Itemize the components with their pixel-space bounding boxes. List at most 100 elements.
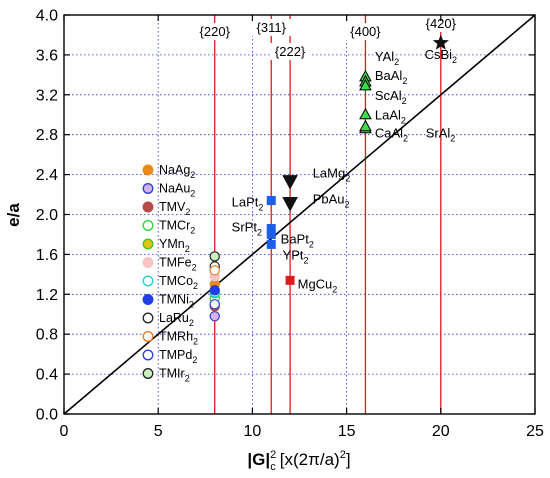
reflection-label-bg [194, 23, 235, 40]
legend-item: TMCo2 [142, 274, 198, 291]
x-tick-label: 15 [338, 423, 356, 440]
x-tick-label: 0 [60, 423, 69, 440]
legend-label: TMV2 [159, 200, 190, 217]
y-tick-label: 0.4 [36, 367, 58, 384]
reflection-label: {222} [275, 44, 306, 59]
legend-marker [142, 257, 154, 268]
reflection-label: {311} [257, 20, 287, 35]
data-points [209, 34, 449, 322]
point-label: SrPt2 [232, 219, 262, 237]
axis-ticks: 0 5 10 15 20 25 0.0 0.4 0.8 1.2 1.6 2.0 2.4 2.8 3.2 3.6… [36, 8, 544, 441]
legend-marker [142, 349, 154, 361]
point-label: SrAl2 [426, 126, 456, 144]
legend-marker [142, 220, 154, 231]
y-tick-label: 2.4 [36, 167, 58, 184]
legend-label: TMCr2 [159, 219, 195, 236]
y-tick-label: 0.0 [36, 407, 58, 424]
x-tick-label: 10 [244, 423, 262, 440]
legend-item: LaRu2 [142, 311, 194, 328]
legend-label: LaRu2 [159, 311, 194, 328]
point-label: LaAl2 [375, 108, 406, 126]
legend-marker [142, 331, 154, 342]
legend-marker [142, 201, 154, 213]
legend-item: TMCr2 [142, 219, 195, 236]
point-tmpd2 [209, 299, 220, 310]
point-label: CaAl2 [375, 126, 408, 144]
point-label: CsBi2 [425, 47, 457, 65]
diagonal-line-path [63, 14, 536, 415]
legend-item: TMIr2 [142, 367, 190, 384]
point-ypt2 [266, 239, 276, 249]
point-label: BaPt2 [281, 231, 314, 249]
y-tick-label: 1.2 [36, 287, 58, 304]
point-lamg2 [282, 175, 298, 190]
legend-marker [142, 312, 154, 324]
point-csbi2 [432, 34, 449, 50]
legend-label: TMIr2 [159, 367, 190, 384]
legend-item: TMNi2 [142, 293, 194, 310]
reflection-label-bg [420, 15, 461, 32]
reflection-label-bg [270, 43, 311, 60]
legend-label: YMn2 [159, 237, 190, 254]
x-tick-label: 5 [154, 423, 163, 440]
legend-marker [142, 238, 154, 250]
reflection-label-bg [251, 19, 292, 36]
point-laal2 [359, 107, 372, 120]
reflection-lines: {220} {311} {222} {400} {420} [194, 15, 461, 414]
point-sral2 [359, 119, 372, 132]
y-tick-label: 0.8 [36, 327, 58, 344]
legend-marker [142, 183, 154, 194]
x-tick-label: 25 [526, 423, 544, 440]
legend-item: TMRh2 [142, 330, 198, 347]
reflection-label: {220} [200, 24, 231, 39]
point-label: ScAl2 [375, 88, 407, 106]
point-label: YAl2 [375, 49, 399, 67]
y-tick-label: 3.6 [36, 47, 58, 64]
legend-item: TMPd2 [142, 348, 197, 365]
legend-label: TMNi2 [159, 293, 194, 310]
legend-label: TMCo2 [159, 274, 198, 291]
reflection-label-bg [345, 23, 386, 40]
legend-item: NaAu2 [142, 182, 195, 199]
legend-item: NaAg2 [142, 163, 195, 180]
point-naau2 [209, 311, 220, 322]
point-tmir2 [209, 251, 220, 262]
point-label: BaAl2 [375, 68, 407, 86]
legend-item: TMV2 [142, 200, 190, 217]
point-label: LaPt2 [232, 195, 264, 213]
point-lapt2 [266, 196, 276, 206]
point-label: LaMg2 [313, 166, 351, 184]
y-tick-label: 2.8 [36, 127, 58, 144]
y-tick-label: 1.6 [36, 247, 58, 264]
y-tick-label: 2.0 [36, 207, 58, 224]
point-tmni2 [209, 285, 220, 296]
point-mgcu2 [285, 275, 295, 285]
legend-item: TMFe2 [142, 256, 197, 273]
y-tick-label: 3.2 [36, 87, 58, 104]
diagonal-line [63, 14, 536, 415]
legend-item: YMn2 [142, 237, 190, 254]
legend-label: TMFe2 [159, 256, 197, 273]
legend-marker [142, 164, 154, 176]
x-axis-title: |G|2 c [x(2π/a)2] [247, 449, 350, 473]
legend-marker [142, 294, 154, 305]
legend-label: TMPd2 [159, 348, 197, 365]
legend-marker [142, 368, 154, 379]
y-tick-label: 4.0 [36, 8, 58, 25]
point-bapt2 [266, 229, 276, 239]
reflection-label: {420} [426, 16, 457, 31]
legend-label: NaAg2 [159, 163, 195, 180]
legend-label: TMRh2 [159, 330, 198, 347]
legend-label: NaAu2 [159, 182, 195, 199]
reflection-label: {400} [350, 24, 381, 39]
point-label: MgCu2 [298, 276, 338, 294]
point-pbau2 [282, 197, 298, 212]
point-label: PbAu2 [313, 192, 350, 210]
point-tmrh2 [209, 265, 220, 276]
y-axis-title: e/a [4, 203, 23, 227]
legend-marker [142, 275, 154, 287]
x-tick-label: 20 [432, 423, 450, 440]
